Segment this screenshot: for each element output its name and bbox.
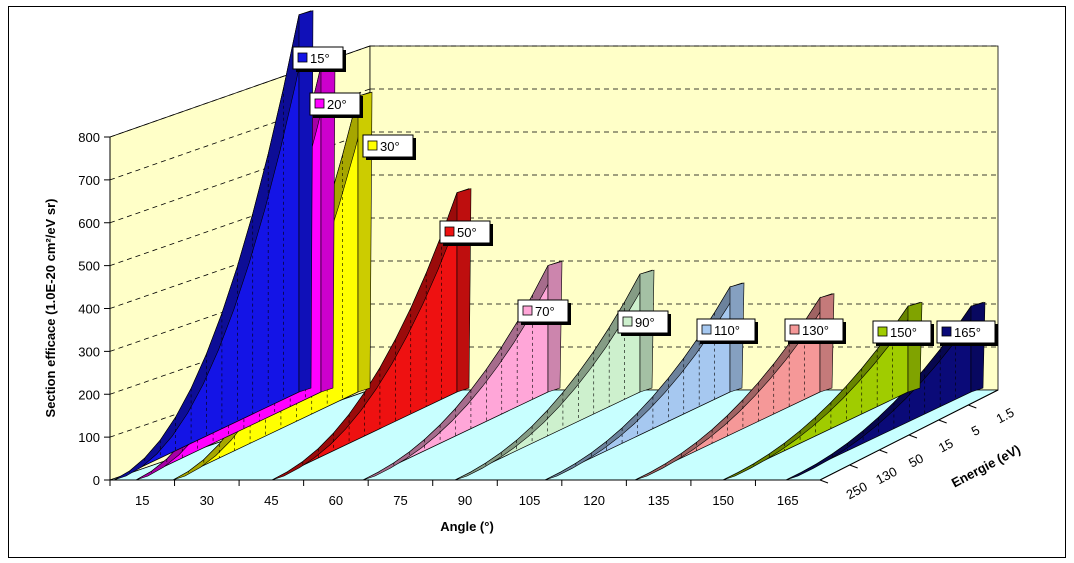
label-box-6 [696,318,756,342]
label-swatch-4 [522,305,533,316]
z-tick-label: 1.5 [994,405,1017,427]
x-tick-label: 45 [264,493,278,508]
x-tick-label: 105 [519,493,541,508]
x-tick-label: 150 [712,493,734,508]
label-swatch-7 [789,324,800,335]
label-text-6: 110° [714,323,740,338]
z-tick-label: 250 [844,479,870,502]
label-box-8 [872,320,932,344]
label-text-9: 165° [954,325,981,340]
series-side-2 [357,91,373,393]
series-top-9 [785,301,984,481]
series-top-3 [271,188,470,481]
label-swatch-8 [877,326,888,337]
label-box-0 [292,46,344,70]
label-box-5 [617,310,669,334]
label-box-1 [309,92,361,116]
x-tick-label: 75 [393,493,407,508]
series-top-8 [722,301,921,481]
label-box-7 [784,318,844,342]
y-tick-label: 500 [78,259,100,274]
series-top-4 [362,260,561,481]
series-labels: 15° 20° 30° 50° 70° 90° 110° 130° 150° 165° [292,46,998,346]
label-text-2: 30° [380,139,400,154]
series-side-9 [970,301,986,393]
label-swatch-6 [701,324,712,335]
y-tick-label: 100 [78,430,100,445]
y-axis: 0 100 200 300 400 500 600 700 800 [78,130,111,488]
series-top-0 [113,10,312,481]
series-side-3 [456,188,472,393]
label-swatch-5 [622,316,633,327]
label-text-7: 130° [802,323,829,338]
x-tick-label: 135 [648,493,670,508]
label-text-5: 90° [635,315,655,330]
series-side-4 [547,261,563,393]
label-swatch-9 [941,326,952,337]
x-tick-label: 30 [200,493,214,508]
y-axis-title: Section efficace (1.0E-20 cm²/eV sr) [43,199,58,418]
z-tick-label: 5 [969,422,982,439]
y-tick-label: 300 [78,344,100,359]
x-tick-label: 90 [458,493,472,508]
label-box-2 [362,134,414,158]
x-tick-label: 60 [329,493,343,508]
label-text-4: 70° [535,304,555,319]
z-tick-label: 15 [936,436,956,456]
label-swatch-0 [297,52,308,63]
label-text-0: 15° [310,51,330,66]
y-tick-label: 0 [93,473,100,488]
series-group [113,10,986,481]
z-tick-mark [938,419,947,424]
label-text-3: 50° [457,225,477,240]
x-axis-title: Angle (°) [440,519,494,534]
z-tick-mark [849,464,858,469]
y-tick-label: 700 [78,173,100,188]
label-swatch-2 [367,140,378,151]
z-tick-mark [908,434,918,439]
x-axis: 15 30 45 60 75 90 105 120 135 150 165 [109,479,820,508]
series-side-8 [907,301,923,393]
z-axis-title: Energie (eV) [949,442,1023,491]
z-tick-label: 130 [873,464,899,487]
series-top-5 [454,269,653,481]
label-swatch-3 [444,226,455,237]
z-tick-mark [968,404,977,409]
y-tick-label: 600 [78,216,100,231]
label-box-9 [936,320,996,344]
label-box-3 [439,220,491,244]
label-box-4 [517,299,569,323]
x-tick-label: 120 [583,493,605,508]
series-top-7 [634,293,833,481]
label-swatch-1 [314,98,325,109]
y-tick-label: 400 [78,302,100,317]
series-top-6 [544,282,743,481]
x-tick-label: 15 [135,493,149,508]
y-tick-label: 200 [78,387,100,402]
label-text-1: 20° [327,97,347,112]
label-text-8: 150° [890,325,917,340]
z-tick-mark [879,449,888,454]
x-tick-label: 165 [777,493,799,508]
z-tick-mark [819,479,829,484]
y-tick-label: 800 [78,130,100,145]
z-tick-label: 50 [906,451,926,471]
